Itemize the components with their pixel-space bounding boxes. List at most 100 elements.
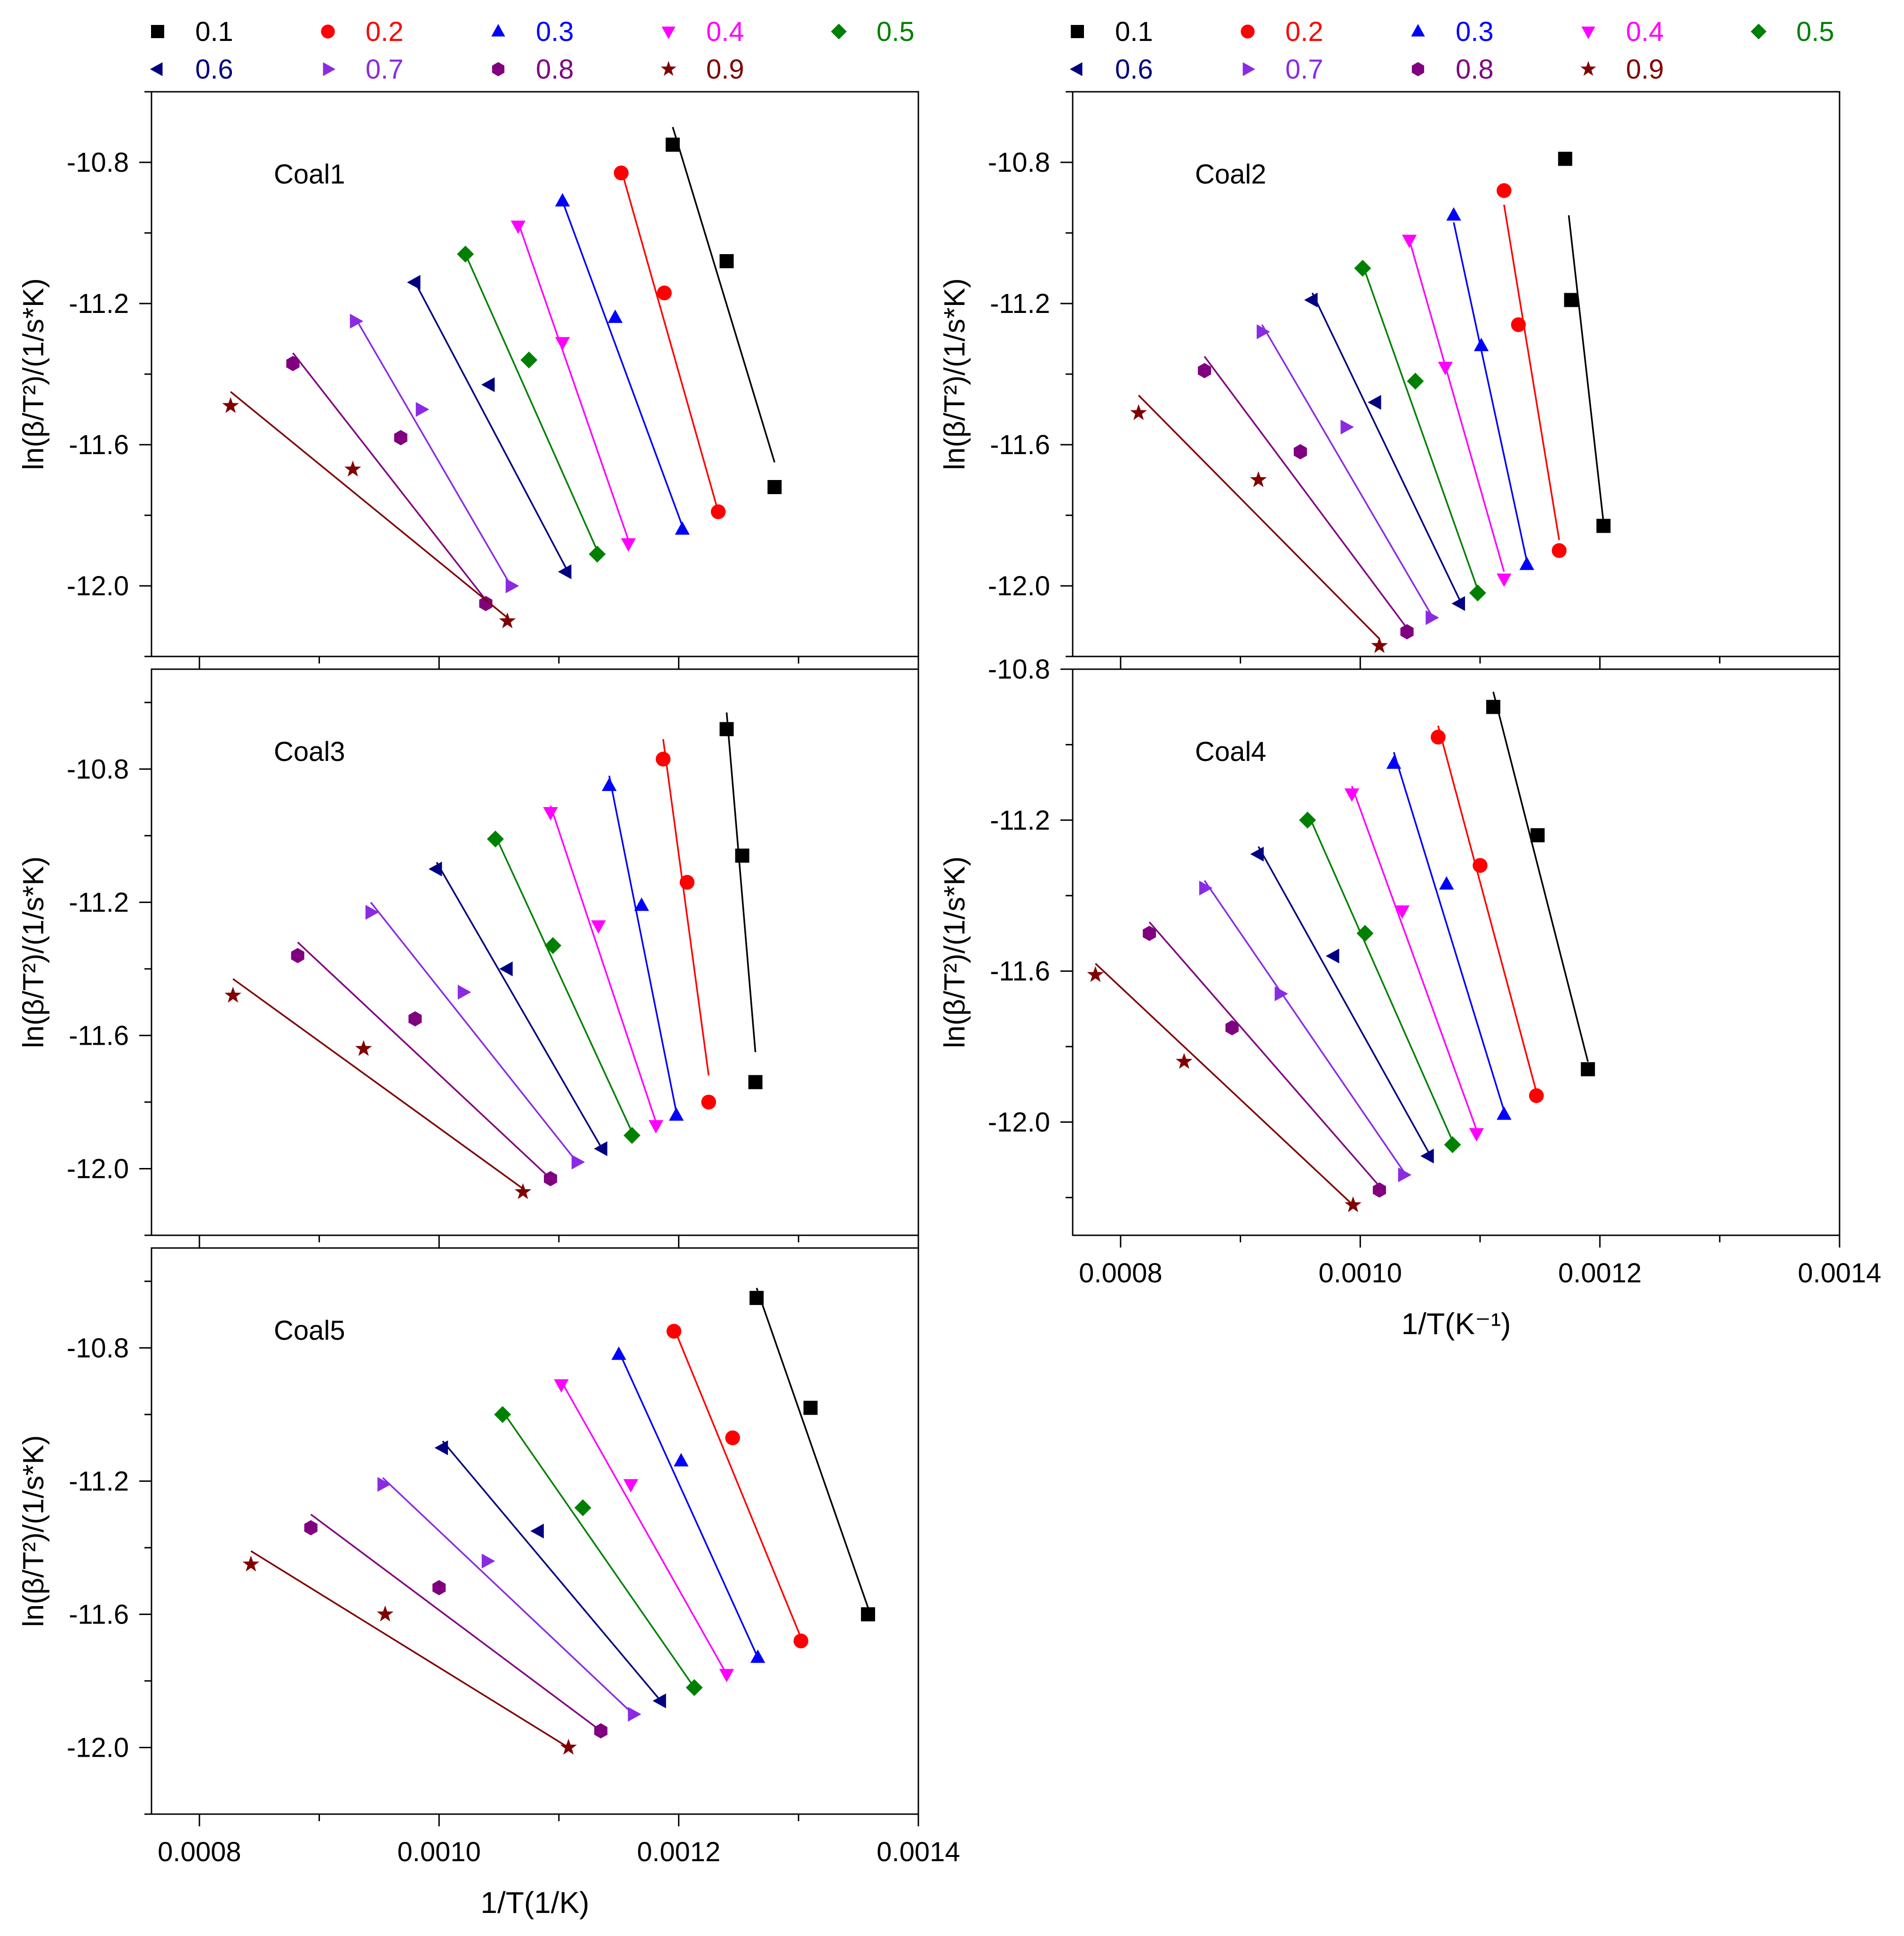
series-0.2: [666, 1324, 809, 1648]
data-point: [224, 986, 242, 1003]
data-point: [560, 1738, 577, 1755]
data-point: [1304, 292, 1318, 308]
data-point: [558, 564, 572, 579]
data-point: [655, 752, 671, 767]
data-point: [1275, 986, 1288, 1001]
x-tick-label: 0.0012: [637, 1837, 720, 1867]
data-point: [242, 1555, 260, 1572]
panel-title: Coal3: [274, 736, 345, 767]
fit-line: [1095, 963, 1354, 1206]
series-0.3: [611, 1346, 765, 1663]
data-point: [574, 1499, 591, 1516]
data-point: [675, 521, 690, 535]
series-0.8: [1142, 921, 1386, 1198]
data-point: [377, 1477, 391, 1492]
fit-line: [1492, 691, 1589, 1062]
series-0.7: [365, 902, 585, 1170]
legend-item: 0.9: [1580, 54, 1664, 85]
x-tick-label: 0.0012: [1558, 1258, 1641, 1288]
legend-label: 0.9: [1626, 54, 1664, 85]
data-point: [591, 920, 606, 934]
data-point: [1474, 337, 1489, 352]
series-0.7: [1257, 324, 1439, 625]
data-point: [1469, 1128, 1484, 1142]
data-point: [767, 480, 782, 494]
series-0.5: [486, 830, 641, 1144]
fit-line: [1203, 356, 1408, 629]
series-0.6: [1250, 846, 1434, 1164]
y-tick-label: -12.0: [988, 571, 1050, 601]
legend-item: 0.2: [321, 16, 404, 47]
data-point: [555, 337, 570, 351]
legend-marker-triangle-left: [150, 62, 163, 76]
series-0.1: [665, 127, 782, 494]
fit-line: [618, 1351, 759, 1658]
data-point: [1558, 152, 1572, 166]
data-point: [1431, 729, 1446, 745]
series-0.9: [224, 978, 532, 1200]
data-point: [749, 1291, 764, 1305]
series-0.1: [1486, 691, 1595, 1077]
series-0.1: [1558, 152, 1611, 533]
y-tick-label: -12.0: [67, 1153, 129, 1184]
fit-line: [620, 169, 719, 512]
legend-label: 0.8: [1456, 54, 1494, 85]
data-point: [394, 430, 407, 446]
data-point: [666, 1324, 682, 1339]
y-tick-label: -10.8: [67, 1333, 129, 1363]
series-0.1: [719, 712, 763, 1089]
legend-label: 0.9: [706, 54, 744, 85]
data-point: [408, 1011, 422, 1027]
data-point: [623, 1479, 638, 1493]
data-point: [1451, 596, 1465, 611]
panel-title: Coal1: [274, 159, 345, 190]
series-0.6: [407, 275, 572, 579]
y-tick-label: -12.0: [67, 571, 129, 601]
fit-line: [673, 1328, 802, 1638]
legend-marker-triangle-down: [661, 26, 676, 40]
data-point: [701, 1095, 717, 1110]
series-0.2: [655, 739, 717, 1110]
data-point: [1130, 404, 1147, 420]
legend-item: 0.3: [1411, 16, 1494, 47]
data-point: [648, 1120, 663, 1134]
legend-label: 0.3: [1456, 16, 1494, 47]
series-0.9: [1087, 963, 1362, 1213]
data-point: [1372, 1182, 1386, 1198]
data-point: [554, 1379, 569, 1393]
legend-label: 0.7: [366, 54, 404, 85]
data-point: [735, 848, 749, 863]
data-point: [725, 1430, 740, 1446]
data-point: [1581, 1062, 1595, 1077]
fit-line: [292, 352, 486, 601]
y-tick-label: -12.0: [67, 1732, 129, 1763]
legend-item: 0.1: [1071, 16, 1153, 47]
series-0.3: [1386, 752, 1512, 1120]
data-point: [1368, 395, 1381, 410]
data-point: [1497, 573, 1512, 587]
series-0.3: [602, 776, 684, 1121]
data-point: [432, 1580, 446, 1595]
chart-panel-5: -10.8 -11.2 -11.6 -12.0 0.0008 0.0010 0.0012 0.…: [17, 1247, 960, 1920]
plot-frame: [151, 1247, 919, 1815]
data-point: [1564, 293, 1578, 307]
data-point: [803, 1400, 818, 1415]
data-point: [365, 904, 379, 920]
series-0.9: [222, 391, 516, 629]
legend-label: 0.4: [706, 16, 744, 47]
y-tick-label: -11.6: [69, 430, 129, 460]
legend-marker-square: [151, 25, 164, 38]
legend-item: 0.6: [150, 54, 233, 85]
fit-line: [756, 1288, 869, 1608]
data-point: [685, 1679, 703, 1696]
data-point: [520, 352, 538, 368]
fit-line: [232, 978, 524, 1190]
legend-marker-hexagon: [492, 62, 505, 77]
data-point: [679, 875, 695, 890]
x-tick-label: 0.0008: [1079, 1258, 1162, 1288]
fit-line: [464, 254, 598, 551]
legend-marker-triangle-down: [1581, 26, 1595, 40]
plot-frame: [1072, 668, 1840, 1236]
data-point: [1299, 811, 1316, 829]
legend-item: 0.4: [1581, 16, 1664, 47]
